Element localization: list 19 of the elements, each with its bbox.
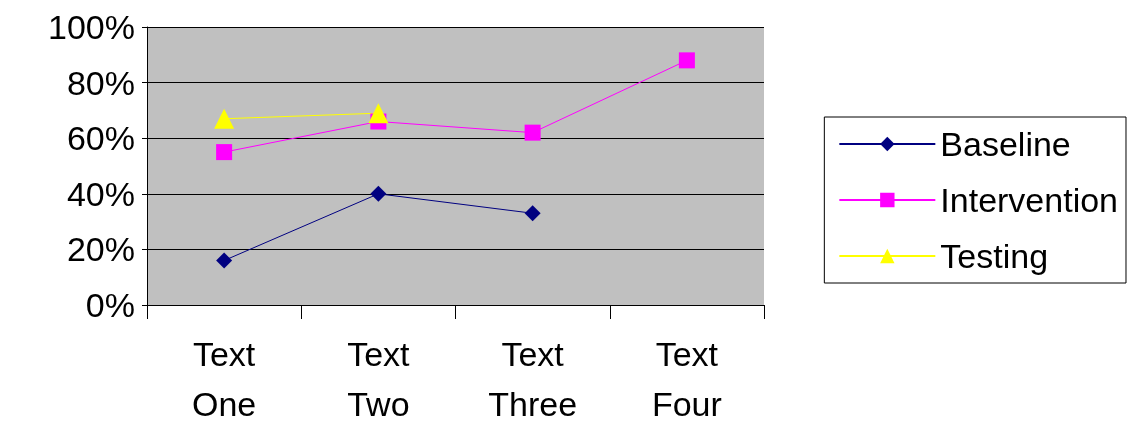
y-tick-label: 80%: [66, 63, 135, 102]
y-tick-label: 100%: [48, 8, 135, 46]
point: [216, 144, 233, 161]
legend-label: Testing: [940, 237, 1049, 275]
point: [524, 205, 541, 222]
point: [678, 52, 695, 69]
x-tick-label: Text Two: [347, 335, 411, 423]
point: [524, 124, 541, 141]
y-tick-label: 60%: [66, 119, 135, 158]
legend-label: Intervention: [940, 181, 1118, 219]
y-tick-label: 40%: [66, 174, 135, 213]
point: [216, 252, 233, 269]
y-tick-label: 20%: [66, 230, 135, 269]
x-tick-label: Text One: [191, 335, 257, 423]
x-tick-label: Text Four: [651, 335, 722, 423]
x-tick-label: Text Three: [488, 335, 578, 423]
y-tick-label: 0%: [85, 286, 135, 324]
point: [370, 185, 387, 202]
legend-label: Baseline: [940, 125, 1071, 163]
